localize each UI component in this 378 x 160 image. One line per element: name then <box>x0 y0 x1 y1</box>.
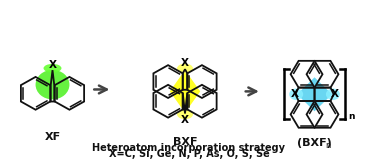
Text: X=C, Si, Ge, N, P, As, O, S, Se: X=C, Si, Ge, N, P, As, O, S, Se <box>108 149 270 159</box>
Ellipse shape <box>43 64 62 73</box>
Text: X: X <box>48 60 56 70</box>
Text: (BXF): (BXF) <box>297 138 332 148</box>
Text: X: X <box>181 58 189 68</box>
Text: Heteroatom incorporation strategy: Heteroatom incorporation strategy <box>93 143 285 153</box>
Text: n: n <box>325 141 330 150</box>
Ellipse shape <box>326 88 340 100</box>
Text: n: n <box>348 112 354 121</box>
Ellipse shape <box>289 88 303 100</box>
FancyArrowPatch shape <box>94 86 107 93</box>
Text: X: X <box>330 89 338 99</box>
Text: XF: XF <box>45 132 60 142</box>
Ellipse shape <box>177 110 193 119</box>
Ellipse shape <box>177 64 193 73</box>
Polygon shape <box>170 70 200 113</box>
Text: X: X <box>291 89 299 99</box>
Ellipse shape <box>36 70 70 99</box>
FancyArrowPatch shape <box>246 88 256 95</box>
Text: BXF: BXF <box>173 137 197 147</box>
Text: X: X <box>181 115 189 125</box>
Polygon shape <box>297 77 332 111</box>
